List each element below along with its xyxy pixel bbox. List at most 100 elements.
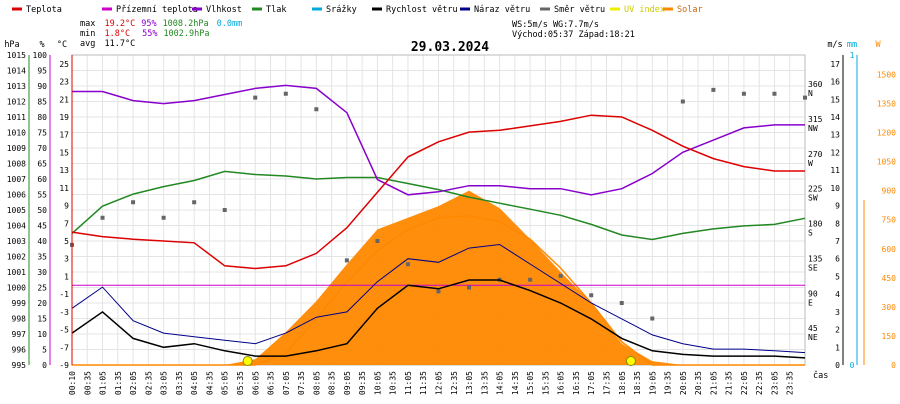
legend-label: Vlhkost [206,5,242,15]
wind-direction-label: SW [808,194,818,203]
stats-value: 55% [142,29,157,39]
stats-panel: max 19.2°C 95% 1008.2hPa 0.0mm min 1.8°C 55%… [80,19,242,49]
x-axis-tick: 07:05 [282,371,291,395]
pressure-axis-tick: 1009 [7,144,26,153]
wind-direction-tick: 180 [808,220,823,229]
x-axis-tick: 13:35 [480,371,489,395]
legend-label: Teplota [26,5,62,15]
temperature-axis-tick: 15 [59,148,69,157]
x-axis-tick: 17:35 [602,371,611,395]
humidity-axis-tick: 90 [37,82,47,91]
wind-direction-point [283,91,288,96]
temperature-axis-tick: 23 [59,78,69,87]
temperature-axis-tick: -7 [59,343,69,352]
humidity-axis-tick: 70 [37,144,47,153]
legend-label: Tlak [266,5,286,15]
pressure-axis-tick: 1004 [7,222,26,231]
pressure-axis-tick: 1007 [7,175,26,184]
temperature-axis-tick: 5 [64,237,69,246]
wind-speed-axis-tick: 8 [835,219,840,228]
rain-axis-unit: mm [847,40,857,50]
x-axis-tick: 05:35 [236,371,245,395]
wind-direction-point [344,258,349,263]
temperature-axis-tick: -9 [59,361,69,370]
legend-label: Směr větru [554,5,605,15]
x-axis-tick: 19:35 [664,371,673,395]
wind-direction-point [741,91,746,96]
stats-max: max 19.2°C 95% 1008.2hPa 0.0mm [80,19,242,29]
humidity-axis-tick: 15 [37,315,47,324]
solar-area [72,190,805,365]
solar-axis-tick: 150 [882,332,897,341]
x-axis-tick: 16:35 [572,371,581,395]
temperature-axis-tick: 13 [59,166,69,175]
stats-min: min 1.8°C 55% 1002.9hPa [80,29,210,39]
wind-direction-point [772,91,777,96]
wind-speed-axis-tick: 9 [835,202,840,211]
x-axis-tick: 10:35 [389,371,398,395]
stats-value: 1008.2hPa [163,19,209,29]
legend: Teplota Přízemní teplota Vlhkost Tlak Srážky… [12,5,703,15]
pressure-axis-tick: 1006 [7,191,26,200]
wind-direction-label: W [808,159,813,168]
wind-direction-point [467,285,472,290]
x-axis-tick: 17:05 [587,371,596,395]
humidity-axis-tick: 60 [37,175,47,184]
humidity-axis-tick: 80 [37,113,47,122]
x-axis-tick: 18:05 [618,371,627,395]
temperature-axis-tick: 17 [59,131,69,140]
wind-direction-point [314,107,319,112]
solar-axis-tick: 900 [882,187,897,196]
x-axis-tick: 12:05 [435,371,444,395]
uv-index-marker [242,356,253,366]
x-axis-tick: 02:35 [144,371,153,395]
x-axis-tick: 08:05 [312,371,321,395]
wind-speed-axis-tick: 0 [835,361,840,370]
pressure-axis-tick: 1011 [7,113,26,122]
wind-direction-point [803,95,807,100]
x-axis-tick: 18:35 [633,371,642,395]
humidity-axis-tick: 25 [37,284,47,293]
x-axis-tick: 03:35 [175,371,184,395]
stats-avg: avg 11.7°C [80,39,135,49]
x-axis-tick: 01:35 [114,371,123,395]
x-axis-label: čas [813,370,828,381]
temperature-axis-tick: 25 [59,60,69,69]
pressure-axis-tick: 1000 [7,284,26,293]
x-axis-tick: 13:05 [465,371,474,395]
humidity-axis-tick: 40 [37,237,47,246]
humidity-axis-tick: 10 [37,330,47,339]
x-axis-tick: 12:35 [450,371,459,395]
humidity-axis-tick: 100 [33,51,48,60]
wind-direction-tick: 135 [808,254,823,263]
solar-axis-unit: W [875,40,881,50]
x-axis-tick: 23:35 [786,371,795,395]
x-axis-tick: 07:35 [297,371,306,395]
humidity-axis-unit: % [39,40,44,50]
wind-speed-axis-tick: 11 [830,166,840,175]
x-axis-tick: 03:05 [160,371,169,395]
temperature-axis-tick: 7 [64,219,69,228]
temperature-axis-tick: 11 [59,184,69,193]
stats-value: max [80,19,100,29]
x-axis-tick: 23:05 [770,371,779,395]
wind-direction-tick: 90 [808,289,818,298]
temperature-axis-unit: °C [57,40,67,50]
wind-speed-axis-tick: 6 [835,255,840,264]
x-axis-tick: 08:35 [328,371,337,395]
humidity-axis-tick: 45 [37,222,47,231]
humidity-axis-tick: 65 [37,160,47,169]
temperature-line [71,114,805,270]
wind-direction-tick: 360 [808,80,823,89]
wind-info-2: Východ:05:37 Západ:18:21 [512,30,635,40]
wind-direction-label: NE [808,333,818,342]
pressure-axis-tick: 1001 [7,268,26,277]
wind-speed-axis-tick: 2 [835,326,840,335]
wind-direction-label: S [808,229,813,238]
stats-value: 19.2°C [104,19,135,29]
wind-speed-axis-tick: 17 [830,60,840,69]
solar-axis-tick: 1500 [877,70,896,79]
y-axes: hPa1015101410131012101110101009100810071… [4,40,896,370]
x-axis-tick: 11:05 [404,371,413,395]
